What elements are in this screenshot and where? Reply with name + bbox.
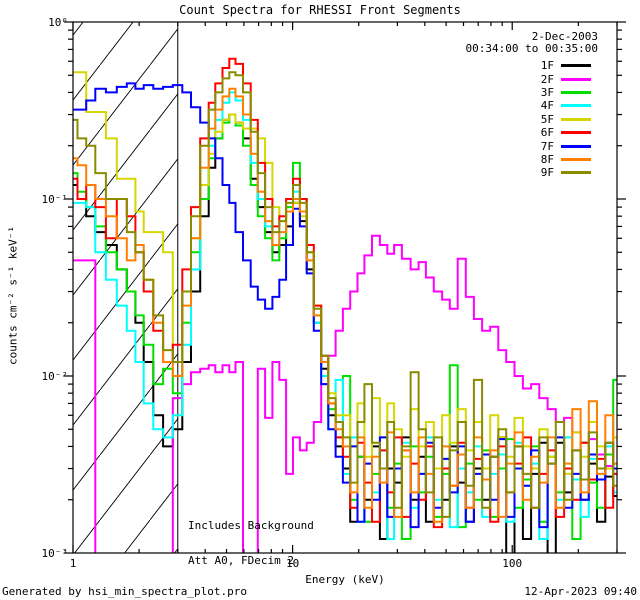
footer-generator-note: Generated by hsi_min_spectra_plot.pro <box>2 585 248 598</box>
annotation-background: Includes Background <box>188 519 314 532</box>
axes <box>64 21 626 554</box>
y-axis-label: counts cm⁻² s⁻¹ keV⁻¹ <box>6 225 20 366</box>
legend-label: 8F <box>540 152 554 166</box>
legend-swatch <box>561 64 591 68</box>
y-tick-label: 10⁻² <box>41 370 69 383</box>
legend-label: 4F <box>540 99 554 113</box>
legend-swatch <box>561 90 591 94</box>
series-8F <box>73 87 617 523</box>
series-3F <box>73 113 617 540</box>
plot-annotations: Includes Background Att A0, FDecim 2 <box>188 497 314 578</box>
legend-item-6F: 6F <box>505 126 591 139</box>
legend-swatch <box>561 171 591 175</box>
x-tick-label: 100 <box>502 557 523 570</box>
x-tick-label: 1 <box>69 557 77 570</box>
y-tick-label: 10⁻¹ <box>41 193 69 206</box>
legend-swatch <box>561 117 591 121</box>
legend-label: 9F <box>540 166 554 180</box>
y-tick-label: 10⁻³ <box>41 547 69 560</box>
legend-label: 2F <box>540 72 554 86</box>
legend-swatch <box>561 104 591 108</box>
annotation-attenuator: Att A0, FDecim 2 <box>188 553 294 567</box>
legend-item-5F: 5F <box>505 113 591 126</box>
legend-item-3F: 3F <box>505 86 591 99</box>
hatched-low-energy-region <box>73 22 179 553</box>
legend-swatch <box>561 144 591 148</box>
legend: 1F 2F 3F 4F 5F 6F 7F 8F 9F <box>505 59 591 180</box>
legend-label: 5F <box>540 112 554 126</box>
series-1F <box>73 113 617 553</box>
y-tick-label: 10⁰ <box>48 16 68 29</box>
chart-title: Count Spectra for RHESSI Front Segments <box>179 3 461 17</box>
date-label: 2-Dec-2003 <box>531 30 598 43</box>
x-axis-label: Energy (keV) <box>305 573 385 586</box>
legend-item-7F: 7F <box>505 139 591 153</box>
legend-label: 3F <box>540 85 554 99</box>
legend-item-8F: 8F <box>505 153 591 166</box>
legend-label: 1F <box>540 59 554 73</box>
series-6F <box>73 57 617 529</box>
legend-swatch <box>561 131 591 135</box>
legend-label: 7F <box>540 139 554 153</box>
legend-swatch <box>561 77 591 81</box>
legend-item-2F: 2F <box>505 72 591 86</box>
legend-swatch <box>561 157 591 161</box>
legend-item-9F: 9F <box>505 166 591 179</box>
legend-item-1F: 1F <box>505 59 591 72</box>
series-2F <box>73 234 617 553</box>
legend-label: 6F <box>540 126 554 140</box>
legend-item-4F: 4F <box>505 99 591 112</box>
footer-timestamp: 12-Apr-2023 09:40 <box>524 585 637 598</box>
x-tick-label: 10 <box>285 557 300 570</box>
time-range-label: 00:34:00 to 00:35:00 <box>465 42 598 55</box>
series-9F <box>73 71 617 518</box>
